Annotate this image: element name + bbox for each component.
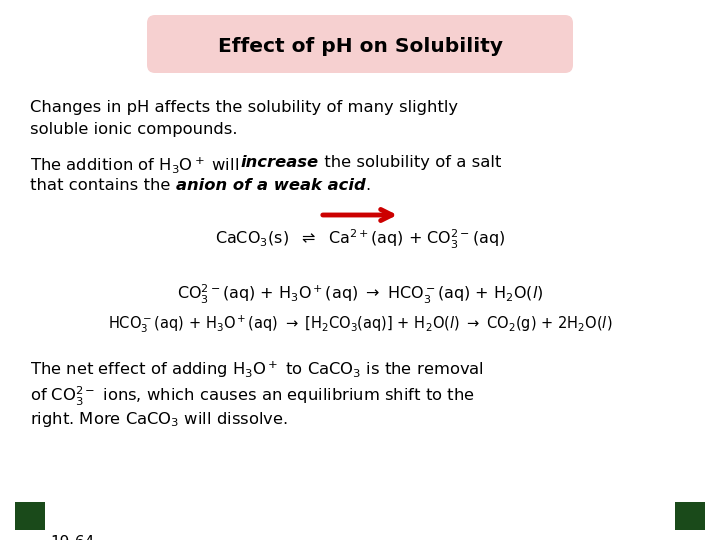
Text: .: .	[365, 178, 371, 193]
Text: The addition of H$_3$O$^+$ will: The addition of H$_3$O$^+$ will	[30, 155, 240, 175]
Bar	[675, 502, 705, 530]
Text: increase: increase	[240, 155, 319, 170]
Text: anion of a weak acid: anion of a weak acid	[176, 178, 365, 193]
Text: The net effect of adding H$_3$O$^+$ to CaCO$_3$ is the removal: The net effect of adding H$_3$O$^+$ to C…	[30, 360, 484, 380]
Text: Effect of pH on Solubility: Effect of pH on Solubility	[217, 37, 503, 57]
Bar	[15, 502, 45, 530]
Text: soluble ionic compounds.: soluble ionic compounds.	[30, 122, 238, 137]
Text: HCO$_3^-$(aq) + H$_3$O$^+$(aq) $\rightarrow$ [H$_2$CO$_3$(aq)] + H$_2$O($l$) $\r: HCO$_3^-$(aq) + H$_3$O$^+$(aq) $\rightar…	[108, 313, 612, 335]
Text: Changes in pH affects the solubility of many slightly: Changes in pH affects the solubility of …	[30, 100, 458, 115]
Text: CO$_3^{2-}$(aq) + H$_3$O$^+$(aq) $\rightarrow$ HCO$_3^-$(aq) + H$_2$O($l$): CO$_3^{2-}$(aq) + H$_3$O$^+$(aq) $\right…	[177, 283, 543, 306]
Text: right. More CaCO$_3$ will dissolve.: right. More CaCO$_3$ will dissolve.	[30, 410, 288, 429]
Text: of CO$_3^{2-}$ ions, which causes an equilibrium shift to the: of CO$_3^{2-}$ ions, which causes an equ…	[30, 385, 474, 408]
Text: CaCO$_3$(s)  $\rightleftharpoons$  Ca$^{2+}$(aq) + CO$_3^{2-}$(aq): CaCO$_3$(s) $\rightleftharpoons$ Ca$^{2+…	[215, 228, 505, 251]
Text: that contains the: that contains the	[30, 178, 176, 193]
Text: 19-64: 19-64	[50, 535, 94, 540]
FancyBboxPatch shape	[147, 15, 573, 73]
Text: the solubility of a salt: the solubility of a salt	[319, 155, 501, 170]
